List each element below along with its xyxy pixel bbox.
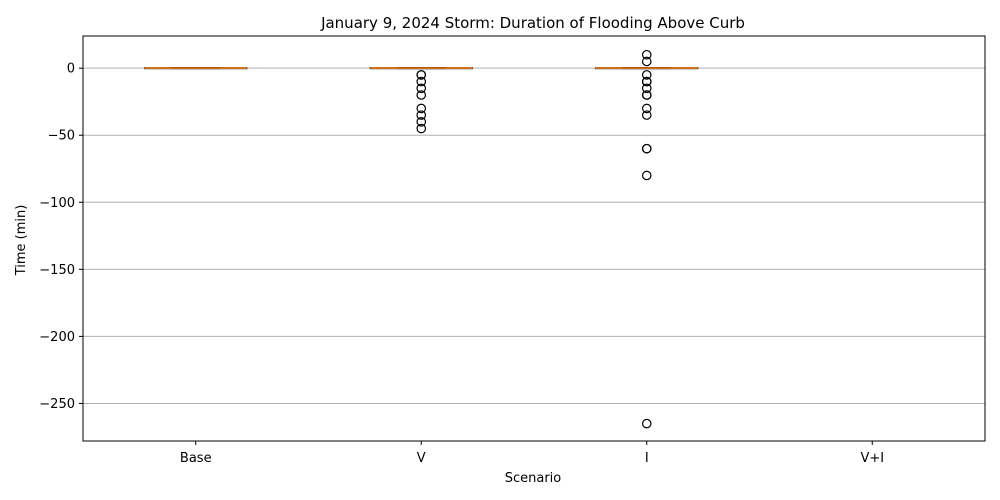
- chart-title: January 9, 2024 Storm: Duration of Flood…: [320, 14, 745, 32]
- y-tick-label: 0: [67, 62, 75, 77]
- y-tick-label: −250: [39, 397, 75, 412]
- outlier-point: [416, 90, 427, 100]
- y-tick-label: −50: [48, 129, 75, 144]
- outlier-point: [416, 76, 427, 87]
- outlier-point: [641, 143, 652, 154]
- outlier-point: [416, 117, 427, 127]
- outliers: [416, 49, 652, 429]
- y-tick-label: −150: [39, 263, 75, 278]
- outlier-point: [641, 90, 652, 100]
- outlier-point: [641, 170, 652, 181]
- outlier-point: [641, 49, 652, 60]
- x-axis-title: Scenario: [505, 471, 562, 486]
- y-tick-label: −200: [39, 330, 75, 345]
- x-axis-ticks: Base V I V+I: [180, 441, 884, 466]
- outlier-point: [641, 56, 652, 67]
- y-axis-ticks: 0 −50 −100 −150 −200 −250: [39, 62, 83, 412]
- outlier-point: [641, 76, 652, 87]
- x-tick-label: V: [417, 451, 426, 466]
- outlier-point: [641, 103, 652, 114]
- outlier-point: [416, 110, 427, 120]
- outlier-point: [416, 123, 427, 134]
- outlier-point: [641, 110, 652, 120]
- outlier-point: [641, 418, 652, 429]
- plot-area-frame: [82, 35, 986, 442]
- boxes: [144, 67, 699, 70]
- x-tick-label: V+I: [860, 451, 884, 466]
- outlier-point: [416, 70, 427, 80]
- outlier-point: [416, 103, 427, 114]
- x-tick-label: Base: [180, 451, 212, 466]
- y-tick-label: −100: [39, 196, 75, 211]
- outlier-point: [416, 83, 427, 94]
- outlier-point: [641, 83, 652, 94]
- y-axis-title: Time (min): [14, 205, 29, 277]
- x-tick-label: I: [645, 451, 649, 466]
- outlier-point: [641, 70, 652, 80]
- grid-lines: [83, 67, 985, 404]
